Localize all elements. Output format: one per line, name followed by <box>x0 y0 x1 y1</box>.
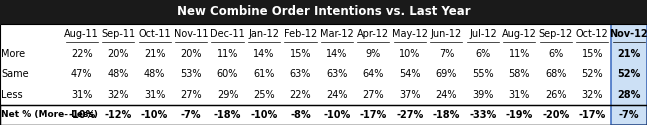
Text: 27%: 27% <box>362 90 384 100</box>
Text: 11%: 11% <box>509 49 530 59</box>
Text: More: More <box>1 49 25 59</box>
Text: 15%: 15% <box>582 49 603 59</box>
Text: 58%: 58% <box>509 69 530 79</box>
Text: 39%: 39% <box>472 90 494 100</box>
Text: 31%: 31% <box>71 90 93 100</box>
Text: 24%: 24% <box>326 90 347 100</box>
Text: New Combine Order Intentions vs. Last Year: New Combine Order Intentions vs. Last Ye… <box>177 5 470 18</box>
Text: Jul-12: Jul-12 <box>469 29 497 39</box>
Text: 10%: 10% <box>399 49 421 59</box>
Text: Nov-12: Nov-12 <box>609 29 647 39</box>
Text: 21%: 21% <box>617 49 641 59</box>
Text: 22%: 22% <box>290 90 311 100</box>
Text: 32%: 32% <box>107 90 129 100</box>
Text: -18%: -18% <box>433 110 460 120</box>
Text: 32%: 32% <box>582 90 603 100</box>
Text: -33%: -33% <box>469 110 496 120</box>
Text: -10%: -10% <box>68 110 95 120</box>
Text: -17%: -17% <box>360 110 387 120</box>
Text: Less: Less <box>1 90 23 100</box>
Text: Mar-12: Mar-12 <box>320 29 354 39</box>
Text: 48%: 48% <box>107 69 129 79</box>
Text: Aug-12: Aug-12 <box>502 29 537 39</box>
Text: Nov-11: Nov-11 <box>174 29 208 39</box>
Text: 6%: 6% <box>476 49 490 59</box>
Text: 27%: 27% <box>181 90 202 100</box>
Text: Oct-11: Oct-11 <box>138 29 171 39</box>
Text: 7%: 7% <box>439 49 454 59</box>
Text: 28%: 28% <box>617 90 641 100</box>
Text: 47%: 47% <box>71 69 93 79</box>
Text: 69%: 69% <box>435 69 457 79</box>
Text: -18%: -18% <box>214 110 241 120</box>
Text: -17%: -17% <box>578 110 606 120</box>
Text: 61%: 61% <box>254 69 275 79</box>
Text: 22%: 22% <box>71 49 93 59</box>
Text: 20%: 20% <box>181 49 202 59</box>
Text: May-12: May-12 <box>392 29 428 39</box>
Text: -8%: -8% <box>290 110 311 120</box>
Text: 14%: 14% <box>326 49 347 59</box>
Text: 52%: 52% <box>617 69 641 79</box>
Text: 54%: 54% <box>399 69 421 79</box>
Text: 64%: 64% <box>363 69 384 79</box>
Text: Apr-12: Apr-12 <box>357 29 389 39</box>
Text: Jan-12: Jan-12 <box>248 29 280 39</box>
Text: 60%: 60% <box>217 69 238 79</box>
Text: Oct-12: Oct-12 <box>576 29 609 39</box>
Text: 26%: 26% <box>545 90 567 100</box>
Text: 37%: 37% <box>399 90 421 100</box>
Text: Net % (More- Less): Net % (More- Less) <box>1 110 98 119</box>
Text: 31%: 31% <box>509 90 530 100</box>
Text: -27%: -27% <box>397 110 424 120</box>
Text: 48%: 48% <box>144 69 165 79</box>
Text: Jun-12: Jun-12 <box>431 29 462 39</box>
Text: Same: Same <box>1 69 29 79</box>
Text: 25%: 25% <box>253 90 275 100</box>
Text: 14%: 14% <box>254 49 275 59</box>
Text: 11%: 11% <box>217 49 238 59</box>
Bar <box>611 24 647 125</box>
Text: -10%: -10% <box>141 110 168 120</box>
Text: 53%: 53% <box>181 69 202 79</box>
Text: Aug-11: Aug-11 <box>64 29 99 39</box>
Text: 9%: 9% <box>366 49 381 59</box>
Text: 55%: 55% <box>472 69 494 79</box>
Text: 6%: 6% <box>548 49 564 59</box>
Text: 24%: 24% <box>435 90 457 100</box>
Text: -19%: -19% <box>506 110 533 120</box>
Text: 20%: 20% <box>107 49 129 59</box>
Text: -7%: -7% <box>181 110 201 120</box>
Text: Dec-11: Dec-11 <box>210 29 245 39</box>
Text: Sep-12: Sep-12 <box>539 29 573 39</box>
Bar <box>0 0 647 24</box>
Bar <box>0 105 647 125</box>
Text: -12%: -12% <box>105 110 132 120</box>
Text: -7%: -7% <box>619 110 639 120</box>
Text: 63%: 63% <box>290 69 311 79</box>
Text: 29%: 29% <box>217 90 238 100</box>
Bar <box>0 24 647 125</box>
Text: -10%: -10% <box>250 110 278 120</box>
Text: 68%: 68% <box>545 69 567 79</box>
Text: 63%: 63% <box>326 69 347 79</box>
Text: 21%: 21% <box>144 49 166 59</box>
Text: 52%: 52% <box>582 69 603 79</box>
Text: 15%: 15% <box>290 49 311 59</box>
Text: -10%: -10% <box>324 110 351 120</box>
Text: Feb-12: Feb-12 <box>284 29 317 39</box>
Text: -20%: -20% <box>542 110 569 120</box>
Text: Sep-11: Sep-11 <box>101 29 135 39</box>
Text: 31%: 31% <box>144 90 165 100</box>
